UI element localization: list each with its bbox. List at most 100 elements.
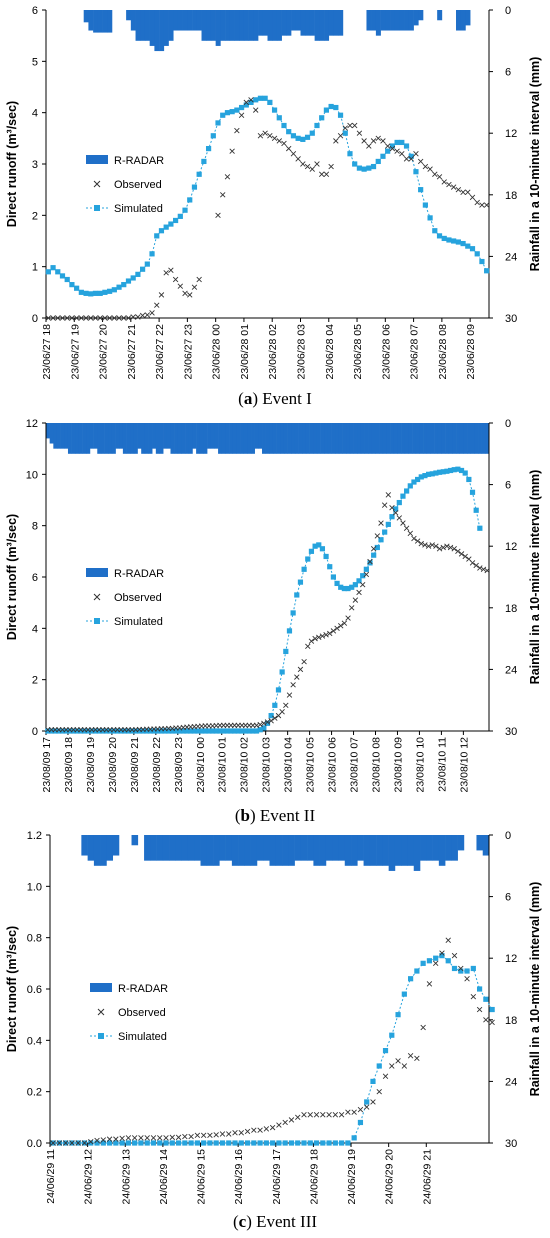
observed-point xyxy=(408,156,414,162)
rain-bar xyxy=(106,835,114,861)
rain-bar xyxy=(112,835,120,856)
simulated-point xyxy=(129,728,135,734)
observed-point xyxy=(460,189,466,195)
rain-bar xyxy=(163,10,169,46)
observed-point xyxy=(263,1126,270,1132)
rain-bar xyxy=(432,835,440,861)
simulated-point xyxy=(330,574,336,580)
observed-point xyxy=(370,546,377,552)
simulated-point xyxy=(389,514,395,520)
rain-bar xyxy=(250,835,258,866)
simulated-point xyxy=(427,215,433,221)
legend: R-RADAR Observed Simulated xyxy=(90,983,168,1043)
simulated-point xyxy=(272,702,278,708)
simulated-point xyxy=(188,1140,194,1146)
simulated-point xyxy=(257,95,264,101)
observed-point xyxy=(426,981,433,987)
rain-bar xyxy=(60,423,65,449)
observed-point xyxy=(359,581,366,588)
simulated-point xyxy=(106,1140,113,1146)
simulated-point xyxy=(275,687,282,693)
observed-point xyxy=(157,1135,163,1141)
rain-bar xyxy=(221,423,226,454)
rain-bar xyxy=(300,835,308,861)
observed-point xyxy=(361,138,367,144)
simulated-point xyxy=(92,290,99,296)
simulated-point xyxy=(88,291,94,297)
x-tick-label: 23/08/09 22 xyxy=(151,737,163,793)
rain-bar xyxy=(281,10,287,36)
rain-bar xyxy=(187,835,195,861)
simulated-point xyxy=(140,728,146,734)
rain-bar xyxy=(390,10,396,31)
simulated-point xyxy=(89,728,95,734)
rain-bar xyxy=(313,423,318,454)
rain-bar xyxy=(291,423,296,454)
simulated-point xyxy=(257,1140,263,1146)
observed-point xyxy=(396,515,403,521)
observed-point xyxy=(345,615,351,621)
observed-point xyxy=(477,565,483,571)
simulated-line xyxy=(47,468,481,732)
x-tick-label: 23/06/27 23 xyxy=(182,324,194,380)
legend-observed-marker xyxy=(97,1008,105,1016)
observed-point xyxy=(238,1130,244,1136)
simulated-point xyxy=(175,1140,182,1146)
observed-point xyxy=(433,543,439,549)
simulated-point xyxy=(169,728,175,734)
rain-bar xyxy=(451,835,458,861)
rain-bar xyxy=(287,423,292,454)
simulated-point xyxy=(458,467,465,474)
simulated-point xyxy=(356,165,362,171)
rain-bar xyxy=(437,423,442,454)
rain-bar xyxy=(203,423,208,454)
simulated-point xyxy=(168,221,174,227)
rain-bar xyxy=(225,423,230,454)
observed-point xyxy=(479,202,485,208)
observed-point xyxy=(113,1136,119,1142)
rain-bar xyxy=(263,835,270,861)
rain-bar xyxy=(170,423,175,454)
simulated-point xyxy=(253,728,260,734)
rain-bar xyxy=(413,835,421,871)
rain-bar xyxy=(201,10,207,41)
observed-point xyxy=(363,1104,370,1110)
rain-bar xyxy=(82,423,87,454)
rain-bar xyxy=(229,423,234,454)
legend-label: R-RADAR xyxy=(114,155,164,167)
rain-bar xyxy=(456,10,462,31)
observed-point xyxy=(418,540,424,547)
simulated-point xyxy=(163,1140,169,1146)
observed-point xyxy=(474,199,480,206)
observed-point xyxy=(395,1058,401,1064)
observed-point xyxy=(283,702,289,709)
observed-point xyxy=(257,133,264,139)
simulated-point xyxy=(473,507,479,513)
observed-point xyxy=(323,632,329,638)
simulated-point xyxy=(320,1140,326,1146)
observed-point xyxy=(269,1124,276,1131)
simulated-point xyxy=(404,488,410,494)
observed-point xyxy=(276,1122,282,1128)
observed-point xyxy=(264,719,271,725)
rain-bar xyxy=(375,423,380,454)
x-tick-label: 23/08/09 23 xyxy=(173,737,185,793)
observed-point xyxy=(382,1073,389,1079)
observed-point xyxy=(414,538,421,544)
simulated-point xyxy=(351,1135,357,1141)
rain-bar xyxy=(258,10,264,36)
simulated-point xyxy=(116,284,122,290)
simulated-point xyxy=(319,115,325,121)
rain-bar xyxy=(238,835,245,866)
observed-point xyxy=(244,1128,251,1135)
observed-point xyxy=(469,194,476,201)
rain-bar xyxy=(333,10,339,36)
rain-bar xyxy=(459,423,464,454)
simulated-point xyxy=(224,728,230,734)
simulated-point xyxy=(224,110,231,116)
observed-point xyxy=(248,97,254,103)
rain-bar xyxy=(188,423,193,454)
rain-bar xyxy=(349,423,354,454)
rain-bar xyxy=(283,423,288,454)
observed-point xyxy=(281,140,287,147)
